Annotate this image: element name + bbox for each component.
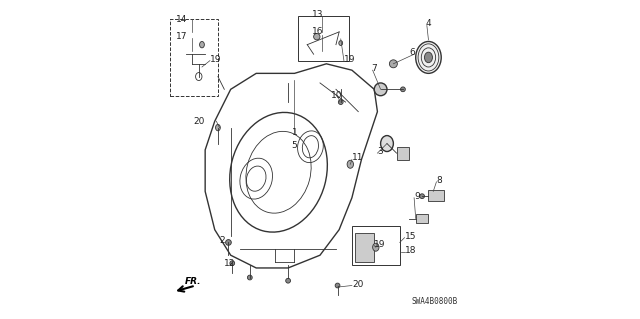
- Text: 10: 10: [331, 91, 342, 100]
- Text: 15: 15: [404, 232, 416, 241]
- Text: 4: 4: [425, 19, 431, 28]
- Ellipse shape: [335, 283, 340, 288]
- Text: 18: 18: [404, 246, 416, 255]
- Ellipse shape: [216, 124, 220, 131]
- Text: 9: 9: [414, 192, 420, 201]
- Text: 7: 7: [371, 64, 377, 73]
- Ellipse shape: [401, 87, 405, 92]
- Text: 3: 3: [378, 147, 383, 156]
- Ellipse shape: [381, 136, 394, 152]
- FancyBboxPatch shape: [170, 19, 218, 96]
- Ellipse shape: [339, 100, 343, 105]
- Bar: [355, 233, 374, 262]
- Bar: [416, 214, 428, 223]
- Ellipse shape: [420, 194, 424, 198]
- Text: 20: 20: [352, 280, 364, 289]
- Text: FR.: FR.: [184, 277, 201, 286]
- Ellipse shape: [248, 275, 252, 280]
- Text: SWA4B0800B: SWA4B0800B: [412, 297, 458, 306]
- Ellipse shape: [225, 240, 231, 245]
- Text: 19: 19: [344, 55, 355, 63]
- Ellipse shape: [416, 41, 441, 73]
- Text: 20: 20: [194, 117, 205, 126]
- Text: 14: 14: [177, 15, 188, 24]
- Polygon shape: [205, 64, 378, 268]
- Ellipse shape: [314, 33, 320, 40]
- Text: 2: 2: [220, 236, 225, 245]
- FancyBboxPatch shape: [352, 226, 400, 265]
- Ellipse shape: [200, 41, 204, 48]
- Text: 11: 11: [352, 153, 364, 162]
- Ellipse shape: [374, 83, 387, 96]
- Ellipse shape: [389, 60, 397, 68]
- Bar: [397, 147, 410, 160]
- Text: 8: 8: [436, 176, 442, 185]
- Text: 6: 6: [410, 48, 415, 57]
- Text: 1: 1: [292, 128, 298, 137]
- Text: 5: 5: [292, 141, 298, 150]
- Ellipse shape: [230, 261, 235, 265]
- Text: 13: 13: [312, 10, 324, 19]
- Bar: [428, 190, 444, 201]
- Ellipse shape: [285, 278, 291, 283]
- Text: 19: 19: [374, 240, 386, 249]
- FancyBboxPatch shape: [298, 16, 349, 61]
- Text: 12: 12: [224, 259, 236, 268]
- Text: 17: 17: [177, 32, 188, 41]
- Ellipse shape: [372, 243, 379, 251]
- Ellipse shape: [424, 52, 433, 63]
- Text: 16: 16: [312, 27, 324, 36]
- Ellipse shape: [339, 41, 342, 45]
- Text: 19: 19: [210, 55, 221, 63]
- Ellipse shape: [347, 160, 353, 168]
